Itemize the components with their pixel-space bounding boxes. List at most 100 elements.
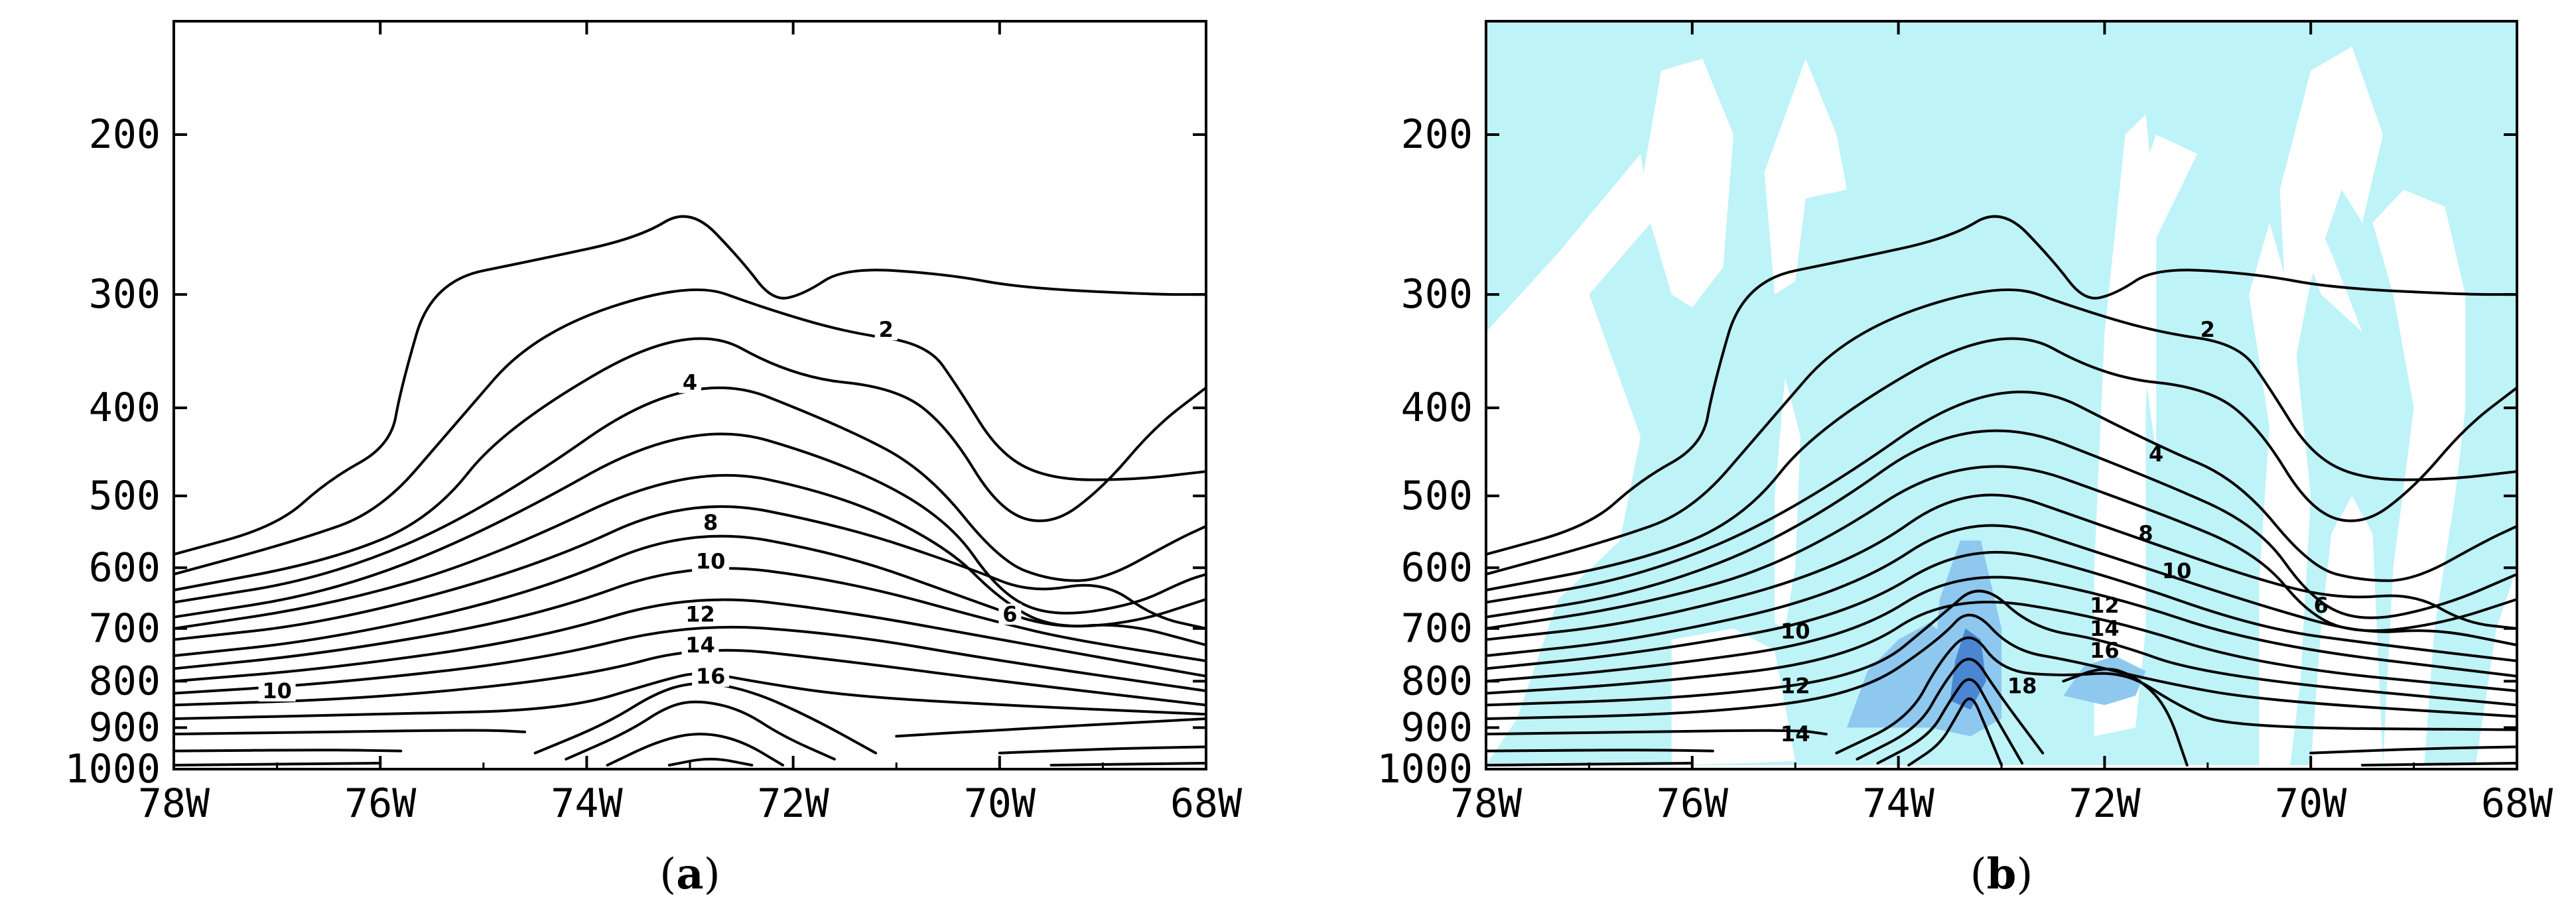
contour-label: 12 bbox=[685, 601, 715, 627]
x-tick-label: 78W bbox=[1450, 780, 1523, 827]
contour-label: 12 bbox=[1781, 674, 1810, 699]
shading-clear-region bbox=[1641, 58, 1733, 308]
contour-line bbox=[533, 682, 878, 755]
y-tick-label: 500 bbox=[1401, 473, 1473, 519]
x-tick-label: 74W bbox=[1862, 780, 1934, 827]
contour-label-backing bbox=[692, 550, 730, 572]
contour-label: 8 bbox=[703, 510, 718, 535]
contour-label-backing bbox=[258, 680, 296, 702]
x-tick-label: 70W bbox=[964, 780, 1036, 827]
contour-line bbox=[172, 432, 1207, 619]
y-tick-label: 700 bbox=[89, 605, 161, 652]
contour-label: 14 bbox=[2090, 616, 2120, 641]
shading-clear-region bbox=[2125, 135, 2198, 455]
panel-caption: (a) bbox=[659, 849, 720, 899]
contour-line bbox=[1485, 613, 2518, 720]
x-tick-label: 74W bbox=[551, 780, 623, 827]
contour-label: 2 bbox=[879, 317, 894, 342]
contour-label: 16 bbox=[2090, 638, 2120, 663]
shading-medium-region bbox=[2063, 655, 2146, 705]
y-tick-label: 400 bbox=[89, 385, 161, 431]
x-tick-label: 76W bbox=[344, 780, 417, 827]
y-tick-label: 300 bbox=[1401, 271, 1473, 318]
contour-label: 6 bbox=[2314, 593, 2329, 618]
contour-line bbox=[1485, 288, 2518, 576]
contour-line bbox=[1485, 429, 2518, 619]
contour-label: 6 bbox=[1002, 601, 1017, 627]
caption-letter: a bbox=[676, 849, 703, 899]
y-tick-label: 500 bbox=[89, 473, 161, 519]
y-tick-label: 1000 bbox=[1377, 746, 1473, 792]
contour-label: 2 bbox=[2201, 317, 2215, 342]
contour-line bbox=[565, 700, 836, 761]
contour-label: 18 bbox=[2007, 674, 2037, 699]
contour-line bbox=[172, 288, 1207, 576]
contour-line bbox=[172, 505, 1207, 641]
contour-label: 16 bbox=[696, 664, 726, 689]
contour-label: 4 bbox=[2149, 442, 2163, 467]
contour-label-backing bbox=[681, 634, 719, 656]
contour-line bbox=[1485, 337, 2518, 591]
contour-label: 10 bbox=[2162, 558, 2192, 583]
contour-line bbox=[1485, 524, 2518, 657]
contour-label: 8 bbox=[2138, 521, 2153, 546]
contour-line bbox=[172, 648, 1207, 707]
contour-line bbox=[2062, 668, 2189, 767]
contour-label-backing bbox=[998, 603, 1022, 625]
contour-line bbox=[172, 598, 1207, 683]
contour-line bbox=[172, 567, 1207, 670]
contour-line bbox=[1876, 678, 2024, 765]
contour-line bbox=[1835, 636, 2518, 755]
contour-line bbox=[998, 745, 1207, 755]
shading-clear-region bbox=[2372, 190, 2466, 766]
y-tick-label: 300 bbox=[89, 271, 161, 318]
y-tick-label: 600 bbox=[89, 544, 161, 591]
y-tick-label: 800 bbox=[89, 658, 161, 704]
x-tick-label: 72W bbox=[757, 780, 829, 827]
contour-line bbox=[606, 733, 785, 767]
contour-line bbox=[1050, 762, 1207, 767]
contour-label: 10 bbox=[262, 678, 292, 703]
contour-label-backing bbox=[679, 371, 701, 393]
contour-line bbox=[2360, 762, 2518, 767]
contour-label: 10 bbox=[696, 548, 726, 574]
x-tick-label: 76W bbox=[1657, 780, 1729, 827]
contour-line bbox=[172, 337, 1207, 591]
y-tick-label: 900 bbox=[1401, 704, 1473, 751]
contour-line bbox=[172, 749, 403, 753]
shading-clear-region bbox=[2248, 222, 2311, 766]
contour-line bbox=[2309, 745, 2518, 755]
y-tick-label: 900 bbox=[89, 704, 161, 751]
contour-line bbox=[172, 215, 1207, 556]
contour-line bbox=[172, 729, 527, 736]
x-tick-label: 68W bbox=[1170, 780, 1243, 827]
contour-label: 12 bbox=[2090, 593, 2120, 618]
shading-clear-region bbox=[1486, 154, 1651, 766]
shading-clear-region bbox=[1775, 377, 1800, 629]
shading-clear-region bbox=[2311, 495, 2383, 766]
panel-a: 2 4 8 10 12 14 16 6 10 78W 76W 74W 72W 70W 68W 200 300 40… bbox=[65, 20, 1243, 899]
contour-label: 14 bbox=[685, 633, 715, 658]
contour-line bbox=[172, 534, 1207, 657]
caption-paren: ) bbox=[704, 850, 720, 899]
contour-label: 14 bbox=[1781, 721, 1810, 747]
contour-label-backing bbox=[874, 319, 898, 341]
contour-line bbox=[667, 757, 754, 767]
shading-clear-region bbox=[1764, 58, 1847, 295]
shading-clear-region bbox=[1486, 540, 1569, 629]
contour-line bbox=[172, 625, 1207, 695]
caption-paren: ) bbox=[2016, 850, 2033, 899]
contour-line bbox=[1856, 658, 2045, 761]
contour-label: 10 bbox=[1781, 619, 1810, 644]
y-tick-label: 800 bbox=[1401, 658, 1473, 704]
contour-line bbox=[895, 717, 1207, 738]
y-tick-label: 200 bbox=[89, 111, 161, 158]
contour-line bbox=[1485, 576, 2518, 683]
y-tick-label: 700 bbox=[1401, 605, 1473, 652]
contour-line bbox=[1485, 391, 2518, 604]
contour-label: 4 bbox=[683, 370, 697, 395]
caption-letter: b bbox=[1987, 849, 2017, 899]
y-tick-label: 200 bbox=[1401, 111, 1473, 158]
